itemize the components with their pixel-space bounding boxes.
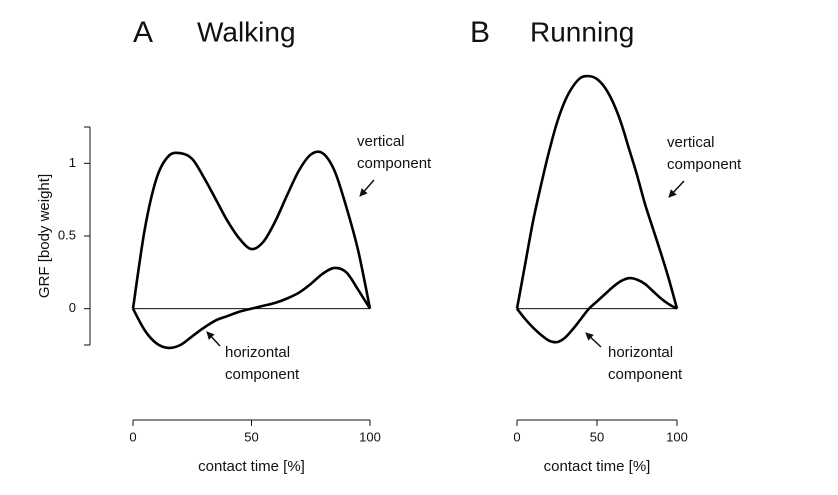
annotation: horizontal xyxy=(225,344,290,361)
annotation-arrow xyxy=(206,331,221,347)
annotation: vertical xyxy=(667,134,715,151)
panel-title: Running xyxy=(530,16,634,47)
curve xyxy=(131,266,372,350)
x-axis-label: contact time [%] xyxy=(544,458,651,475)
x-tick-label: 100 xyxy=(359,429,381,444)
curve xyxy=(131,150,372,309)
annotation: horizontal xyxy=(608,344,673,361)
annotation: component xyxy=(225,366,300,383)
panel-letter: A xyxy=(133,16,153,49)
x-tick-label: 0 xyxy=(513,429,520,444)
x-tick-label: 50 xyxy=(590,429,604,444)
y-tick-label: 0.5 xyxy=(58,227,76,242)
annotation: component xyxy=(608,366,683,383)
y-tick-label: 1 xyxy=(69,155,76,170)
annotation: component xyxy=(667,156,742,173)
annotation-arrow xyxy=(359,179,375,197)
curve xyxy=(515,276,678,344)
y-axis-label: GRF [body weight] xyxy=(36,174,53,298)
x-axis-label: contact time [%] xyxy=(198,458,305,475)
annotation-arrow xyxy=(585,332,602,348)
annotation: vertical xyxy=(357,133,405,150)
y-tick-label: 0 xyxy=(69,300,76,315)
x-tick-label: 0 xyxy=(129,429,136,444)
annotation-arrow xyxy=(668,180,685,198)
x-tick-label: 50 xyxy=(244,429,258,444)
annotation: component xyxy=(357,155,432,172)
panel-title: Walking xyxy=(197,16,296,47)
x-tick-label: 100 xyxy=(666,429,688,444)
panel-letter: B xyxy=(470,16,490,49)
curve xyxy=(515,74,679,310)
